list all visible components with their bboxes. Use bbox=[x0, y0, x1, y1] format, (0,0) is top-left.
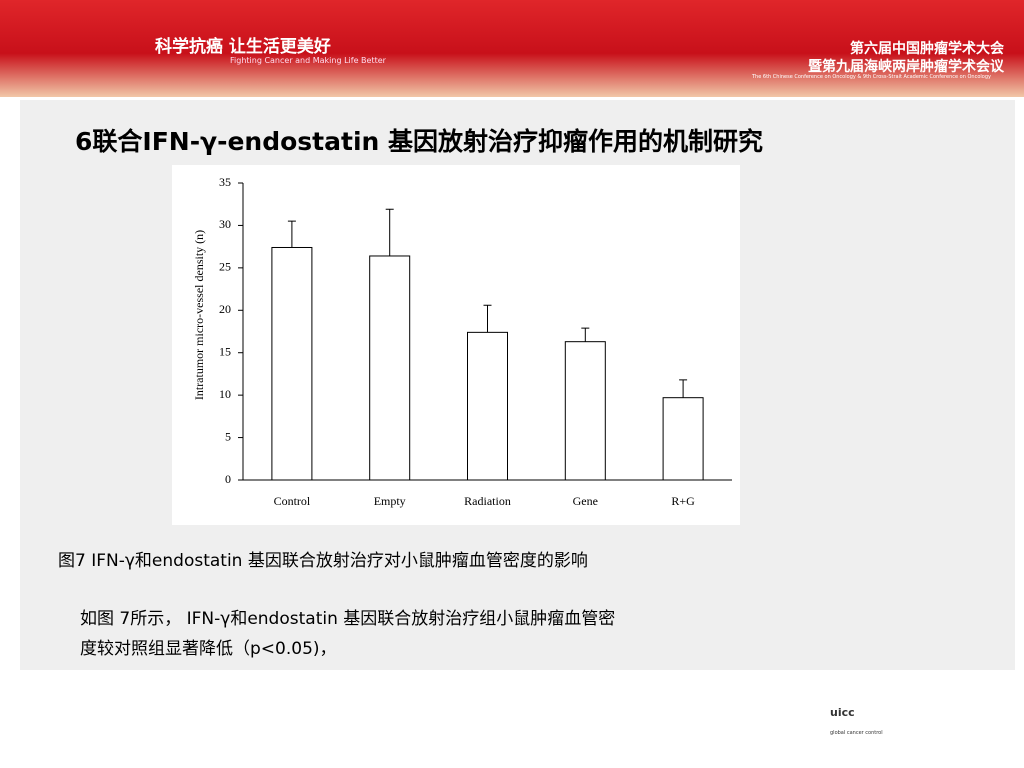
y-tick-label: 0 bbox=[225, 472, 231, 486]
bar bbox=[467, 331, 508, 481]
banner: 科学抗癌 让生活更美好 Fighting Cancer and Making L… bbox=[0, 0, 1024, 97]
error-bar bbox=[679, 379, 688, 398]
y-tick-label: 10 bbox=[219, 387, 231, 401]
error-bar bbox=[483, 304, 492, 333]
slogan-en: Fighting Cancer and Making Life Better bbox=[230, 56, 386, 65]
error-bar bbox=[581, 327, 590, 342]
logo-text: uicc bbox=[830, 706, 855, 719]
x-tick-label: Empty bbox=[374, 494, 406, 508]
y-tick-label: 35 bbox=[219, 175, 231, 189]
x-tick-label: R+G bbox=[671, 494, 695, 508]
bar bbox=[662, 397, 704, 481]
logo-sub: global cancer control bbox=[830, 730, 883, 736]
paragraph-line: 度较对照组显著降低（p<0.05)， bbox=[80, 639, 337, 659]
y-tick-label: 20 bbox=[219, 302, 231, 316]
chart: Intratumor micro-vessel density (n) 0 5 10… bbox=[172, 165, 740, 525]
conference-sub: 暨第九届海峡两岸肿瘤学术会议 bbox=[808, 59, 1004, 75]
y-axis-label: Intratumor micro-vessel density (n) bbox=[192, 230, 206, 400]
bar bbox=[369, 255, 411, 481]
x-tick-label: Radiation bbox=[464, 494, 511, 508]
caption: 图7 IFN-γ和endostatin 基因联合放射治疗对小鼠肿瘤血管密度的影响 bbox=[58, 551, 588, 571]
conference: 第六届中国肿瘤学术大会 bbox=[850, 41, 1004, 57]
y-tick-label: 30 bbox=[219, 217, 231, 231]
x-tick-label: Gene bbox=[573, 494, 598, 508]
error-bar bbox=[287, 220, 296, 248]
slogan: 科学抗癌 让生活更美好 bbox=[155, 37, 331, 57]
y-tick-label: 25 bbox=[219, 260, 231, 274]
conference-en: The 6th Chinese Conference on Oncology &… bbox=[752, 74, 991, 80]
y-tick-label: 5 bbox=[225, 429, 231, 443]
slide-title: 6联合IFN-γ-endostatin 基因放射治疗抑瘤作用的机制研究 bbox=[75, 127, 764, 156]
x-tick-label: Control bbox=[274, 494, 311, 508]
bar bbox=[271, 246, 313, 481]
bar bbox=[564, 341, 606, 481]
paragraph-line: 如图 7所示， IFN-γ和endostatin 基因联合放射治疗组小鼠肿瘤血管… bbox=[80, 609, 616, 629]
y-tick-label: 15 bbox=[219, 344, 231, 358]
chart-bg bbox=[172, 165, 740, 525]
error-bar bbox=[385, 208, 394, 256]
